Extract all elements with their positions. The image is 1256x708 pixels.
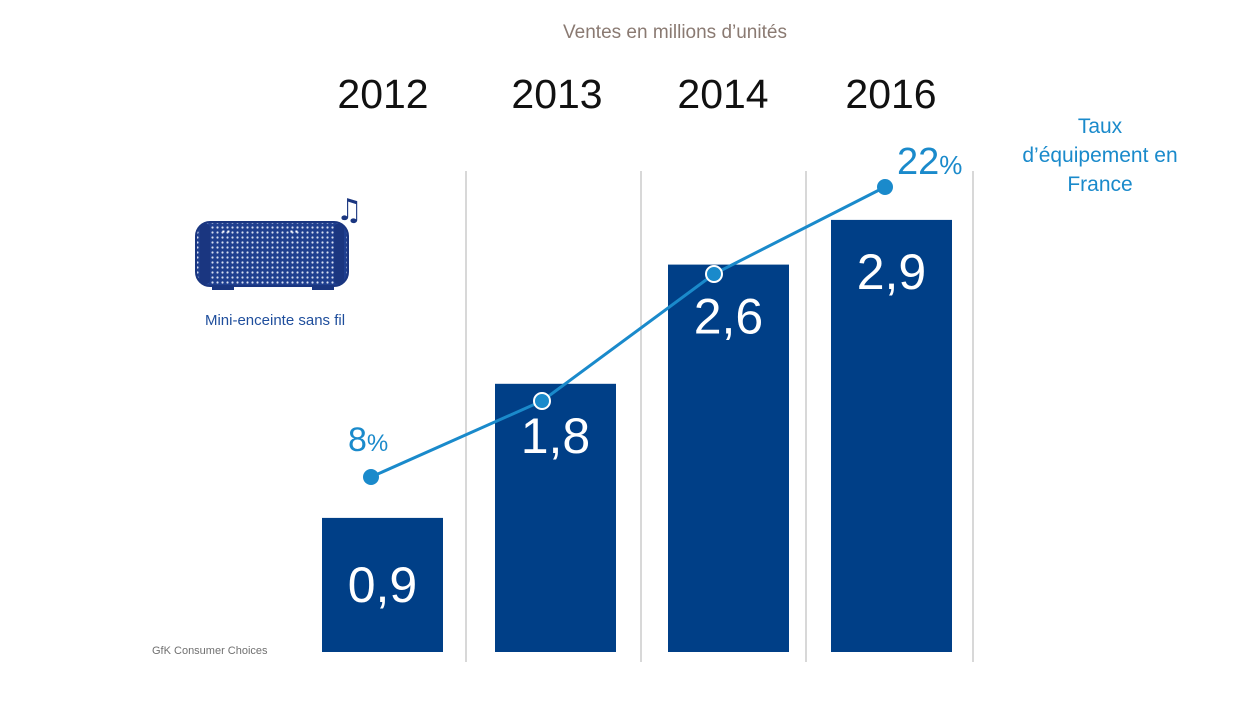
year-label-2012: 2012 <box>337 71 428 117</box>
svg-text:♫: ♫ <box>336 193 363 228</box>
rate-line <box>370 185 886 479</box>
rate-point <box>533 392 551 410</box>
svg-text:▪ ▪: ▪ ▪ <box>290 227 298 236</box>
bar-value-label: 0,9 <box>348 557 418 613</box>
equipment-rate-line: 8%22% <box>348 141 962 485</box>
bar-2012 <box>322 517 443 652</box>
svg-text:▪ ▪: ▪ ▪ <box>222 227 230 236</box>
year-label-2016: 2016 <box>845 71 936 117</box>
equipment-rate-title: Taux d’équipement en France <box>1022 115 1178 196</box>
bar-value-label: 1,8 <box>521 408 591 464</box>
column-separators <box>465 171 974 662</box>
music-note-icon: ♫ <box>336 193 363 228</box>
bar-2016 <box>831 219 952 652</box>
bar-value-label: 2,9 <box>857 244 927 300</box>
rate-value: 8 <box>348 421 367 459</box>
bar-value-label: 2,6 <box>694 289 764 345</box>
source-note: GfK Consumer Choices <box>152 645 268 657</box>
rate-label: 8% <box>348 421 388 459</box>
year-labels: 2012 2013 2014 2016 <box>337 71 936 117</box>
rate-label: 22% <box>897 141 962 183</box>
year-label-2014: 2014 <box>677 71 768 117</box>
bar-2014 <box>668 264 789 652</box>
rate-point <box>877 179 893 195</box>
bar-2013 <box>495 383 616 652</box>
speaker-icon: ▪ ▪ ▪ ▪ <box>195 221 349 290</box>
chart-subtitle: Ventes en millions d’unités <box>563 22 787 43</box>
rate-unit: % <box>367 430 388 457</box>
rate-unit: % <box>939 150 962 180</box>
rate-point <box>705 265 723 283</box>
rate-value: 22 <box>897 141 939 183</box>
bars-group: 0,9 1,8 2,6 2,9 <box>322 219 952 652</box>
year-label-2013: 2013 <box>511 71 602 117</box>
rate-point <box>363 469 379 485</box>
product-label: Mini-enceinte sans fil <box>204 312 346 329</box>
